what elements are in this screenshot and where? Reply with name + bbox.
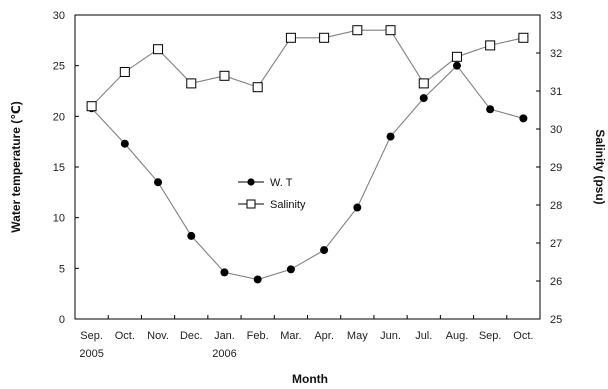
left-tick-label: 25: [53, 61, 65, 73]
data-point-salinity: [385, 25, 396, 36]
data-point-salinity: [252, 82, 263, 93]
series-markers: [86, 25, 529, 284]
series-lines: [91, 29, 524, 281]
right-tick-label: 28: [550, 200, 562, 212]
x-year-label: 2006: [212, 348, 236, 360]
x-tick-label: Aug.: [446, 330, 469, 342]
data-point-wt: [120, 139, 129, 148]
x-year-label: 2005: [79, 348, 103, 360]
x-tick-label: Sep.: [479, 330, 502, 342]
data-point-salinity: [119, 67, 130, 77]
data-point-salinity: [418, 78, 429, 89]
data-point-wt: [419, 94, 428, 103]
data-point-salinity: [186, 78, 197, 89]
data-point-wt: [519, 114, 528, 123]
right-tick-label: 32: [550, 48, 562, 60]
data-point-wt: [320, 246, 329, 255]
right-tick-label: 31: [550, 86, 562, 98]
y2-axis-title: Salinity (psu): [593, 129, 607, 204]
x-tick-label: Jun.: [380, 330, 401, 342]
left-tick-label: 15: [53, 162, 65, 174]
x-tick-label: Mar.: [280, 330, 301, 342]
right-axis-ticks: 25 26 27 28 29 30 31 32 33: [536, 10, 562, 326]
legend-entry-wt: W. T: [238, 177, 293, 189]
data-point-wt: [286, 265, 295, 274]
left-tick-label: 20: [53, 111, 65, 123]
right-tick-label: 25: [550, 314, 562, 326]
data-point-wt: [220, 268, 229, 277]
x-tick-label: Sep.: [80, 330, 103, 342]
series-line-1: [91, 29, 524, 107]
data-point-salinity: [285, 32, 296, 43]
series-line-0: [91, 64, 524, 281]
x-tick-label: Jul.: [415, 330, 432, 342]
data-point-wt: [253, 275, 262, 284]
data-point-salinity: [319, 32, 330, 43]
y-axis-title: Water temperature (℃): [9, 101, 23, 232]
legend-label-wt: W. T: [270, 177, 293, 189]
data-point-wt: [353, 203, 362, 212]
data-point-wt: [386, 132, 395, 141]
legend-label-salinity: Salinity: [270, 199, 306, 211]
x-tick-label: May: [347, 330, 368, 342]
left-tick-label: 10: [53, 213, 65, 225]
right-tick-label: 27: [550, 238, 562, 250]
x-tick-label: Dec.: [180, 330, 203, 342]
right-tick-label: 26: [550, 276, 562, 288]
data-point-wt: [154, 178, 163, 187]
data-point-salinity: [485, 40, 496, 51]
legend-entry-salinity: Salinity: [238, 199, 306, 211]
data-point-wt: [486, 105, 495, 114]
data-point-salinity: [153, 44, 164, 55]
x-tick-label: Oct.: [115, 330, 135, 342]
left-tick-label: 5: [59, 263, 65, 275]
x-tick-label: Apr.: [314, 330, 334, 342]
data-point-salinity: [518, 32, 529, 43]
x-tick-label: Feb.: [247, 330, 269, 342]
x-tick-label: Oct.: [513, 330, 533, 342]
left-tick-label: 30: [53, 10, 65, 22]
data-point-salinity: [86, 101, 97, 112]
data-point-wt: [452, 61, 461, 70]
right-tick-label: 33: [550, 10, 562, 22]
x-axis-ticks: Sep. Oct. Nov. Dec. Jan. Feb. Mar. Apr. May Jun. J…: [74, 315, 541, 360]
data-point-salinity: [352, 25, 363, 36]
x-tick-label: Jan.: [214, 330, 235, 342]
legend[interactable]: W. T Salinity: [238, 177, 306, 211]
left-tick-label: 0: [59, 314, 65, 326]
x-axis-title: Month: [292, 372, 328, 386]
x-tick-label: Nov.: [147, 330, 169, 342]
right-tick-label: 30: [550, 124, 562, 136]
data-point-salinity: [219, 70, 230, 81]
data-point-wt: [187, 231, 196, 240]
right-tick-label: 29: [550, 162, 562, 174]
left-axis-ticks: 0 5 10 15 20 25 30: [53, 10, 79, 326]
data-point-salinity: [451, 51, 462, 62]
